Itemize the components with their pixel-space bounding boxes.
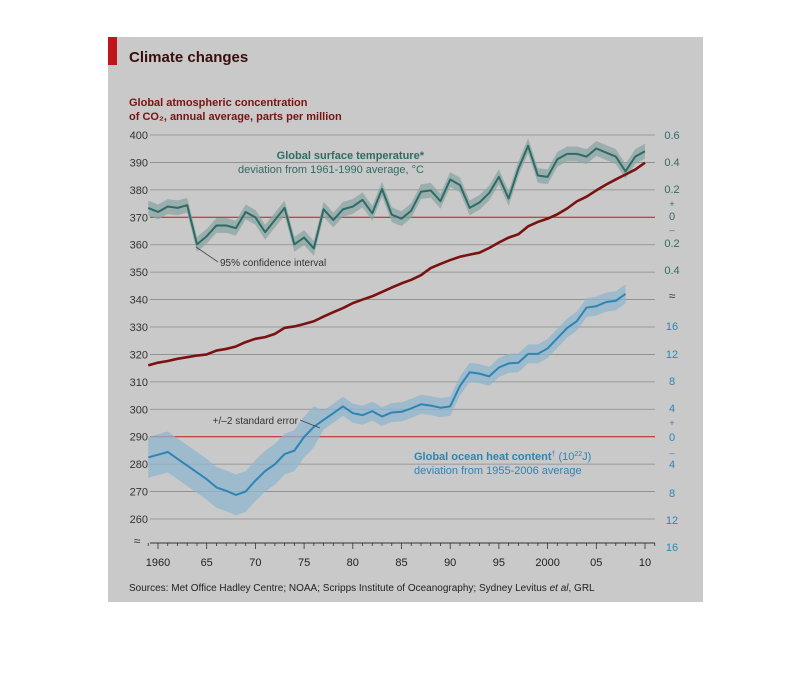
right-axis-bottom-tick-label: 16: [666, 321, 678, 333]
ocean-band-label: +/–2 standard error: [213, 416, 299, 427]
right-axis-top-tick-label: 0.2: [664, 184, 679, 196]
right-axis-bottom-tick-label: 16: [666, 542, 678, 554]
left-axis-tick-label: 290: [130, 432, 148, 444]
temperature-subtitle: deviation from 1961-1990 average, °C: [238, 164, 424, 176]
x-axis-tick-label: 95: [493, 557, 505, 569]
chart-title: Climate changes: [129, 49, 249, 66]
right-axis-bottom-tick-label: 0: [669, 432, 675, 444]
x-axis-tick-label: 65: [201, 557, 213, 569]
left-axis-tick-label: 340: [130, 295, 148, 307]
left-axis-tick-label: 390: [130, 157, 148, 169]
left-axis-tick-label: 310: [130, 377, 148, 389]
temperature-line: [147, 144, 646, 250]
sources-note: Sources: Met Office Hadley Centre; NOAA;…: [129, 583, 595, 594]
x-axis-tick-label: 90: [444, 557, 456, 569]
left-axis-tick-label: 300: [130, 404, 148, 416]
x-axis-tick-label: 80: [347, 557, 359, 569]
ocean-subtitle: deviation from 1955-2006 average: [414, 465, 582, 477]
ocean-unit-exp: 22: [574, 451, 582, 458]
right-axis-bottom-tick-label: 12: [666, 349, 678, 361]
co2-axis-label-line2: of CO₂, annual average, parts per millio…: [129, 111, 342, 123]
x-axis-tick-label: 10: [639, 557, 651, 569]
right-axis-bottom-tick-label: 8: [669, 376, 675, 388]
ocean-unit-base: (10: [558, 451, 574, 463]
right-axis-bottom-tick-label: 12: [666, 515, 678, 527]
series-lines: [147, 144, 646, 496]
co2-axis-label-line1: Global atmospheric concentration: [129, 97, 308, 109]
right-axis-break: ≈: [669, 289, 676, 303]
right-axis-top-tick-label: 0.2: [664, 238, 679, 250]
right-axis-top-tick-label: –: [669, 225, 674, 235]
accent-bar: [108, 37, 117, 65]
ocean-title-mark: †: [552, 451, 556, 458]
left-axis-tick-label: 380: [130, 185, 148, 197]
co2-line: [147, 161, 646, 367]
right-axis-bottom-tick-label: 4: [669, 459, 675, 471]
right-axis-bottom-tick-label: +: [669, 418, 674, 428]
left-axis-tick-label: 360: [130, 240, 148, 252]
x-axis-tick-label: 85: [395, 557, 407, 569]
temperature-confidence-band: [148, 138, 645, 256]
axes: 4003903803703603503403303203103002902802…: [130, 130, 680, 569]
left-axis-break: ≈: [134, 534, 141, 548]
right-axis-top-tick-label: 0: [669, 211, 675, 223]
x-axis-tick-label: 2000: [535, 557, 559, 569]
right-axis-top-tick-label: 0.4: [664, 265, 679, 277]
x-axis-tick-label: 70: [249, 557, 261, 569]
ocean-band-leader: [299, 419, 321, 429]
chart-card: [108, 37, 703, 602]
left-axis-tick-label: 330: [130, 322, 148, 334]
right-axis-bottom-tick-label: 8: [669, 488, 675, 500]
x-axis-tick-label: 75: [298, 557, 310, 569]
left-axis-tick-label: 320: [130, 349, 148, 361]
left-axis-tick-label: 400: [130, 130, 148, 142]
ocean-title: Global ocean heat content† (1022J): [414, 451, 591, 463]
x-axis-tick-label: 1960: [146, 557, 170, 569]
left-axis-tick-label: 350: [130, 267, 148, 279]
right-axis-top-tick-label: +: [669, 199, 674, 209]
temperature-title: Global surface temperature*: [277, 150, 425, 162]
left-axis-tick-label: 260: [130, 514, 148, 526]
ocean-error-band: [148, 284, 626, 516]
confidence-bands: [148, 138, 645, 516]
temperature-band-leader: [195, 246, 219, 263]
temperature-band-label: 95% confidence interval: [220, 258, 326, 269]
right-axis-bottom-tick-label: 4: [669, 403, 675, 415]
left-axis-tick-label: 270: [130, 487, 148, 499]
ocean-unit-end: J): [582, 451, 591, 463]
right-axis-top-tick-label: 0.6: [664, 130, 679, 142]
labels: Global atmospheric concentration of CO₂, …: [129, 97, 591, 477]
left-axis-tick-label: 370: [130, 212, 148, 224]
ocean-heat-line: [147, 293, 627, 496]
left-axis-tick-label: 280: [130, 459, 148, 471]
x-axis-tick-label: 05: [590, 557, 602, 569]
right-axis-top-tick-label: 0.4: [664, 157, 679, 169]
ocean-title-main: Global ocean heat content: [414, 451, 552, 463]
right-axis-bottom-tick-label: –: [669, 448, 674, 458]
